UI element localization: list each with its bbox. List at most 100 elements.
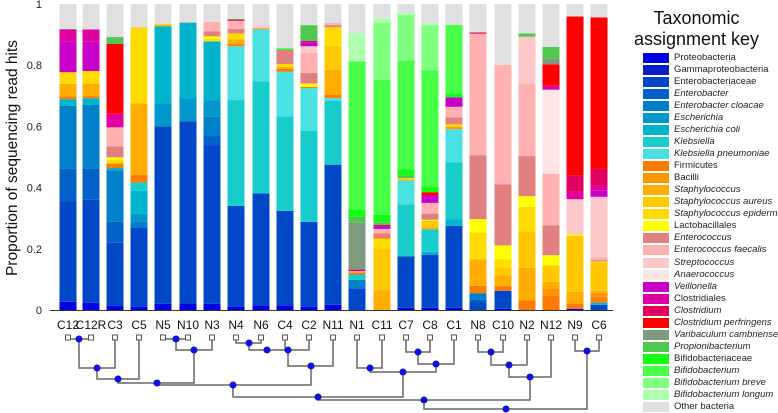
legend-swatch — [643, 341, 669, 352]
bar-segment — [179, 303, 197, 310]
bar-segment — [348, 209, 366, 217]
legend-swatch — [643, 365, 669, 376]
bar-segment — [324, 22, 342, 26]
bar-segment — [130, 26, 148, 28]
y-tick-label: 0.4 — [27, 183, 42, 195]
bar-segment — [252, 4, 270, 25]
legend-swatch — [643, 173, 669, 184]
legend-swatch — [643, 377, 669, 388]
bar-segment — [373, 79, 391, 215]
dendrogram-leaf — [548, 334, 554, 341]
legend-swatch — [643, 53, 669, 63]
bar-segment — [590, 302, 608, 305]
legend-swatch — [643, 77, 669, 88]
bar-segment — [227, 20, 245, 29]
bar-segment — [130, 27, 148, 104]
x-tick-label: C1 — [446, 318, 462, 332]
legend-label: Enterobacter cloacae — [674, 100, 764, 112]
x-tick-label: N9 — [567, 318, 583, 332]
bar-segment — [518, 267, 536, 301]
bar-segment — [203, 116, 221, 137]
bar-segment — [542, 4, 560, 47]
bar-segment — [130, 182, 148, 191]
bar-segment — [590, 304, 608, 310]
bar-segment — [397, 175, 415, 179]
legend-swatch — [643, 269, 669, 280]
bar-segment — [397, 4, 415, 13]
bar-segment — [203, 41, 221, 101]
bar-segment — [203, 31, 221, 37]
bar-segment — [106, 113, 124, 128]
dendrogram-branch — [96, 339, 140, 380]
bar-segment — [252, 193, 270, 306]
bar-segment — [542, 64, 560, 86]
bar-segment — [106, 168, 124, 171]
bar-segment — [82, 41, 100, 72]
bar-segment — [542, 89, 560, 174]
bar-segment — [566, 16, 584, 176]
bar-segment — [154, 23, 172, 25]
bar-segment — [469, 4, 487, 33]
bar-segment — [397, 60, 415, 170]
dendrogram-leaf — [500, 334, 506, 341]
bar-segment — [590, 262, 608, 291]
bar-segment — [82, 199, 100, 303]
bar-segment — [324, 100, 342, 165]
legend-swatch — [643, 281, 669, 292]
legend-swatch — [643, 125, 669, 136]
bar-segment — [227, 205, 245, 307]
bar-segment — [82, 71, 100, 84]
legend-label: Gammaproteobacteria — [674, 64, 769, 76]
dendrogram-node — [245, 339, 253, 347]
bar-segment — [59, 72, 77, 84]
legend-swatch — [643, 101, 669, 112]
bar-segment — [300, 4, 318, 26]
bar-segment — [469, 219, 487, 233]
bar-segment — [300, 52, 318, 73]
bar-segment — [59, 4, 77, 29]
bar-segment — [445, 127, 463, 130]
bar-segment — [324, 97, 342, 101]
bar-N3 — [203, 4, 221, 310]
bar-segment — [252, 81, 270, 194]
bar-segment — [469, 232, 487, 260]
bar-segment — [373, 290, 391, 310]
bar-segment — [179, 22, 197, 99]
bar-segment — [154, 303, 172, 310]
bar-segment — [518, 206, 536, 232]
bar-segment — [106, 37, 124, 44]
x-tick-label: N3 — [204, 318, 220, 332]
dendrogram-leaf — [379, 334, 385, 341]
bar-segment — [566, 175, 584, 192]
bar-segment — [542, 255, 560, 266]
y-tick-label: 0 — [36, 305, 42, 317]
legend-label: Klebsiella — [674, 136, 715, 148]
bar-segment — [494, 184, 512, 246]
bar-segment — [179, 4, 197, 23]
dendrogram-leaf — [88, 334, 94, 341]
dendrogram-node — [153, 379, 161, 387]
bar-segment — [421, 202, 439, 214]
bar-segment — [203, 303, 221, 310]
bar-segment — [566, 234, 584, 236]
dendrogram-leaf — [258, 334, 264, 341]
bar-segment — [130, 227, 148, 307]
dendrogram-leaf — [451, 334, 457, 341]
bar-segment — [421, 307, 439, 310]
bar-N6 — [252, 4, 270, 310]
bar-segment — [397, 179, 415, 181]
bar-segment — [82, 29, 100, 42]
x-tick-label: N10 — [177, 318, 199, 332]
bar-segment — [276, 48, 294, 50]
bar-segment — [227, 100, 245, 206]
bar-segment — [130, 190, 148, 214]
bar-C3 — [106, 4, 124, 310]
legend-swatch — [643, 137, 669, 148]
legend-swatch — [643, 161, 669, 172]
bar-segment — [373, 22, 391, 80]
bar-segment — [300, 25, 318, 42]
legend-label: Bifidobacterium breve — [674, 376, 766, 388]
bar-segment — [445, 117, 463, 125]
bar-segment — [590, 261, 608, 263]
